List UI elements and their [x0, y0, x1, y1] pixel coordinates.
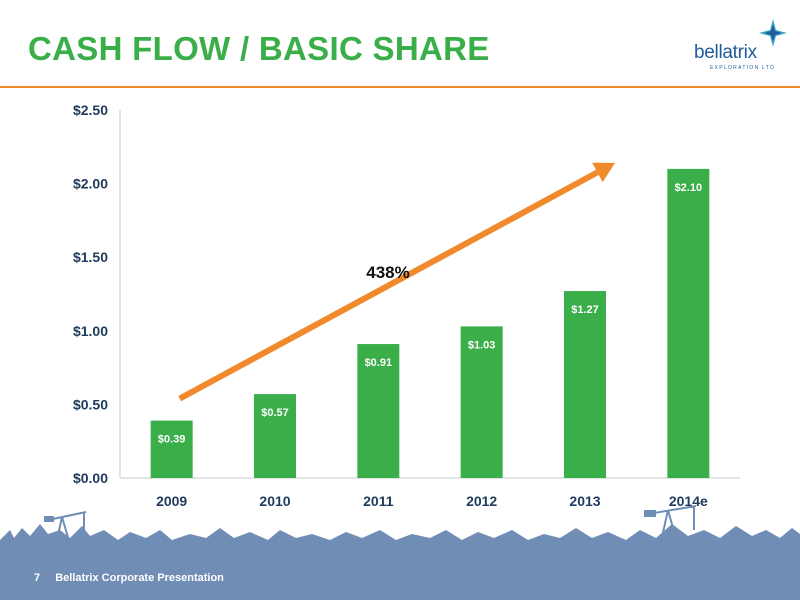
bar	[564, 291, 606, 478]
y-tick-label: $0.00	[73, 470, 108, 486]
star-icon	[759, 19, 787, 47]
growth-annotation: 438%	[366, 263, 409, 282]
x-tick-label: 2009	[156, 493, 187, 509]
y-tick-label: $2.00	[73, 176, 108, 192]
x-tick-label: 2013	[569, 493, 600, 509]
page-number: 7	[34, 572, 41, 584]
company-logo: bellatrix EXPLORATION LTD	[690, 18, 790, 76]
bar	[254, 394, 296, 478]
y-tick-label: $1.50	[73, 249, 108, 265]
data-label: $1.03	[468, 339, 496, 351]
x-tick-label: 2011	[363, 493, 394, 509]
footer-title: Bellatrix Corporate Presentation	[55, 572, 224, 584]
trend-arrow-line	[178, 169, 599, 402]
logo-tagline: EXPLORATION LTD	[710, 65, 776, 71]
oilfield-silhouette	[0, 505, 800, 560]
data-label: $0.91	[365, 357, 393, 369]
bar-chart: $0.00 $0.50 $1.00 $1.50 $2.00 $2.50 $0.39 $0.5…	[73, 102, 740, 509]
y-tick-label: $1.00	[73, 323, 108, 339]
bar	[150, 420, 193, 478]
data-label: $2.10	[675, 182, 703, 194]
data-label: $0.39	[158, 434, 186, 446]
bar	[357, 344, 400, 478]
title-rule	[0, 86, 800, 88]
footer: 7 Bellatrix Corporate Presentation	[34, 572, 224, 584]
slide-title: CASH FLOW / BASIC SHARE	[28, 30, 490, 67]
x-tick-label: 2010	[259, 493, 290, 509]
trend-arrow-head	[592, 162, 615, 183]
data-label: $1.27	[571, 304, 599, 316]
logo-wordmark: bellatrix	[694, 42, 757, 63]
y-tick-label: $2.50	[73, 102, 108, 118]
bar	[460, 326, 503, 478]
y-tick-label: $0.50	[73, 396, 108, 412]
x-tick-label: 2014e	[669, 493, 708, 509]
footer-band	[0, 552, 800, 600]
bar	[667, 168, 710, 478]
data-label: $0.57	[261, 407, 289, 419]
x-tick-label: 2012	[466, 493, 497, 509]
